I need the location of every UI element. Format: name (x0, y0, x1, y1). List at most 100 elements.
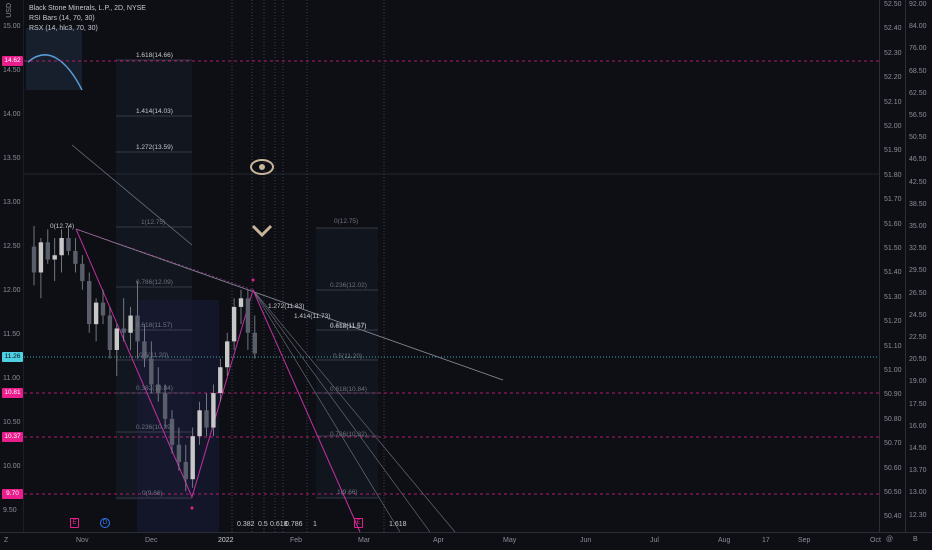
rsx-tick: 51.50 (884, 245, 902, 252)
candle-body (218, 367, 223, 394)
price-tag[interactable]: 9.70 (2, 489, 23, 499)
log-scale-button[interactable]: B (913, 536, 918, 543)
fib-level-label: 0.236(12.02) (330, 282, 367, 289)
rsx-tick: 51.20 (884, 318, 902, 326)
rsx-tick: 52.30 (884, 49, 902, 57)
price-tick: 11.50 (3, 331, 20, 338)
rsx-tick: 52.40 (884, 25, 902, 33)
rsi-tick: 42.50 (909, 178, 927, 186)
fan-line (252, 289, 456, 532)
fib-level-label: 1.414(14.03) (136, 108, 173, 115)
time-tick: May (503, 537, 517, 544)
time-tick: Oct (870, 537, 881, 544)
legend-indicator-rsx[interactable]: RSX (14, hlc3, 70, 30) (29, 25, 98, 32)
rsi-tick: 24.50 (909, 311, 927, 319)
price-tag[interactable]: 14.62 (2, 56, 23, 66)
candle-body (156, 384, 161, 394)
candle-body (52, 255, 57, 260)
fib-time-label: 0.618 (270, 521, 288, 528)
rsx-tick: 50.80 (884, 415, 902, 423)
fib-level-label: 1.618(14.66) (136, 52, 173, 59)
right-axis-rsx[interactable] (879, 0, 905, 532)
fib-level-label: 1(9.66) (337, 489, 358, 496)
trendline-resistance (75, 228, 504, 381)
fib-time-label: 0.786 (285, 521, 303, 528)
candle-body (252, 332, 257, 354)
time-tick: Dec (145, 537, 158, 544)
fib-level-label: 0(9.66) (142, 490, 163, 497)
rsx-tick: 51.60 (884, 220, 902, 228)
rsx-tick: 50.90 (884, 391, 902, 399)
earnings-badge[interactable]: E (70, 518, 79, 528)
fib-level-label: 1.272(13.59) (136, 144, 173, 151)
rsi-tick: 92.00 (909, 1, 927, 8)
rsi-tick: 56.50 (909, 112, 927, 119)
price-tick: 12.00 (3, 287, 21, 294)
rsx-tick: 51.30 (884, 293, 902, 301)
rsi-tick: 19.00 (909, 378, 927, 386)
rsi-tick: 13.00 (909, 489, 927, 497)
fib-level-label: 0.786(12.09) (136, 279, 173, 286)
candle-body (142, 341, 147, 359)
candle-body (80, 263, 85, 282)
legend-indicator-rsi[interactable]: RSI Bars (14, 70, 30) (29, 15, 95, 22)
candle-body (245, 298, 251, 333)
candle-body (121, 328, 126, 333)
eye-icon[interactable] (250, 159, 274, 175)
time-axis[interactable] (0, 532, 932, 550)
chevron-down-icon[interactable] (251, 224, 273, 238)
price-tag[interactable]: 10.37 (2, 432, 23, 442)
candle-body (135, 315, 140, 342)
rsx-tick: 51.00 (884, 367, 902, 374)
rsi-tick: 14.50 (909, 445, 927, 452)
time-tick: 2022 (218, 537, 234, 544)
fib-level-label: 1(12.75) (141, 219, 166, 226)
earnings-badge[interactable]: E (354, 518, 363, 528)
rsi-tick: 32.50 (909, 245, 927, 253)
price-chart-canvas[interactable] (0, 0, 932, 532)
fib-time-label: 0.5 (258, 521, 268, 528)
fib-level-label: 0.786(10.32) (330, 431, 367, 438)
right-axis-rsi[interactable] (905, 0, 932, 532)
legend-symbol[interactable]: Black Stone Minerals, L.P., 2D, NYSE (29, 5, 146, 12)
point-label: 0(12.74) (50, 223, 75, 230)
rsx-tick: 51.40 (884, 269, 902, 277)
fib-level-label: 0(12.75) (334, 218, 359, 225)
dividend-badge[interactable]: D (100, 518, 110, 528)
rsi-tick: 38.50 (909, 200, 927, 208)
candle-body (38, 242, 44, 273)
price-tag[interactable]: 11.26 (2, 352, 23, 362)
time-tick: 17 (762, 537, 770, 544)
fib-level-label: 0.5(11.20) (333, 353, 363, 360)
time-tick: Nov (76, 537, 89, 544)
rsx-tick: 50.70 (884, 440, 902, 448)
rsi-tick: 50.50 (909, 134, 927, 142)
price-tick: 10.00 (3, 463, 21, 470)
rsx-tick: 51.80 (884, 171, 902, 179)
candle-body (31, 246, 37, 273)
rsi-tick: 62.50 (909, 89, 927, 97)
fib-level-label: 0.5(11.20) (139, 352, 169, 359)
fib-time-label: 1.618 (389, 521, 407, 528)
rsi-tick: 68.50 (909, 67, 927, 75)
candle-body (204, 410, 209, 428)
harmonic-leg (75, 228, 254, 291)
rsi-tick: 16.00 (909, 422, 927, 430)
chart-legend[interactable]: Black Stone Minerals, L.P., 2D, NYSE RSI… (29, 4, 146, 34)
time-tick: Sep (798, 537, 811, 544)
price-tag[interactable]: 10.81 (2, 388, 23, 398)
rsx-tick: 51.90 (884, 147, 902, 155)
price-tick: 13.50 (3, 155, 21, 162)
pattern-point (190, 506, 194, 510)
rsx-tick: 51.10 (884, 342, 902, 350)
auto-scale-button[interactable]: @ (886, 536, 894, 543)
candle-body (225, 341, 230, 368)
left-price-axis[interactable]: USD (0, 0, 24, 532)
price-tick: 9.50 (3, 507, 17, 514)
candle-body (169, 418, 175, 445)
fib-extension-label: 1.414(11.73) (294, 313, 331, 320)
rsi-tick: 29.50 (909, 267, 927, 275)
zoom-button[interactable]: Z (4, 537, 9, 544)
rsi-tick: 17.50 (909, 400, 927, 408)
